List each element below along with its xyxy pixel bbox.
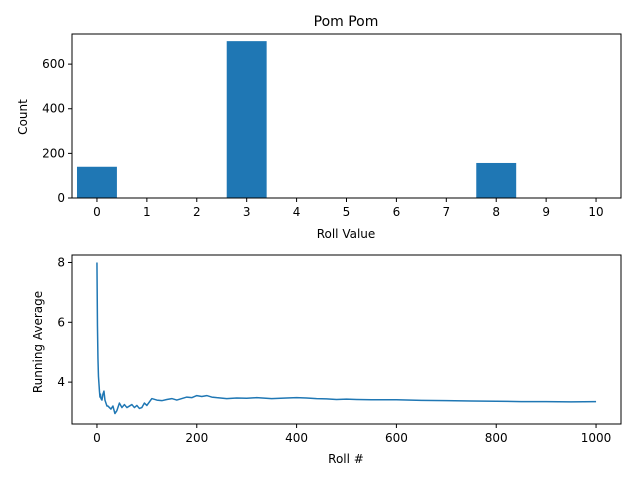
bar-3: [226, 41, 267, 198]
bar-0: [76, 166, 117, 198]
x-tick-label: 9: [542, 205, 550, 219]
chart-title: Pom Pom: [314, 14, 379, 30]
y-tick-label: 200: [42, 146, 65, 160]
running-average-line: [96, 262, 597, 415]
x-tick-label: 2: [193, 205, 201, 219]
y-tick-label: 600: [42, 57, 65, 71]
bars: [76, 41, 517, 198]
y-ticks: 4 6 8: [57, 255, 72, 389]
running-average-line-group: [96, 262, 597, 415]
y-ticks: 0 200 400 600: [42, 57, 72, 205]
y-tick-label: 0: [57, 191, 65, 205]
plot-frame: [71, 254, 622, 425]
x-axis-label: Roll #: [328, 452, 364, 466]
x-tick-label: 3: [243, 205, 251, 219]
x-ticks: 0 200 400 600 800 1000: [93, 424, 611, 445]
y-axis-label: Count: [16, 99, 30, 135]
y-tick-label: 4: [57, 375, 65, 389]
x-tick-label: 400: [285, 431, 308, 445]
x-tick-label: 0: [93, 431, 101, 445]
x-tick-label: 0: [93, 205, 101, 219]
x-tick-label: 4: [293, 205, 301, 219]
x-tick-label: 1000: [581, 431, 612, 445]
x-tick-label: 10: [588, 205, 603, 219]
y-tick-label: 6: [57, 315, 65, 329]
x-axis-label: Roll Value: [317, 227, 376, 241]
plot-frame: [71, 33, 622, 199]
x-ticks: 0 1 2 3 4 5 6 7 8 9 10: [93, 198, 604, 219]
y-tick-label: 8: [57, 255, 65, 269]
x-tick-label: 1: [143, 205, 151, 219]
x-tick-label: 800: [485, 431, 508, 445]
x-tick-label: 8: [492, 205, 500, 219]
y-axis-label: Running Average: [31, 291, 45, 393]
x-tick-label: 7: [442, 205, 450, 219]
running-average-chart: Running Average Roll # 0 200 400 600 800 1000…: [31, 254, 622, 466]
x-tick-label: 6: [393, 205, 401, 219]
x-tick-label: 600: [385, 431, 408, 445]
x-tick-label: 5: [343, 205, 351, 219]
y-tick-label: 400: [42, 102, 65, 116]
bar-8: [476, 162, 517, 198]
roll-value-histogram: Pom Pom Count Roll Value 0 1 2 3 4 5 6 7 8 9 10 0 2…: [16, 14, 622, 241]
x-tick-label: 200: [185, 431, 208, 445]
